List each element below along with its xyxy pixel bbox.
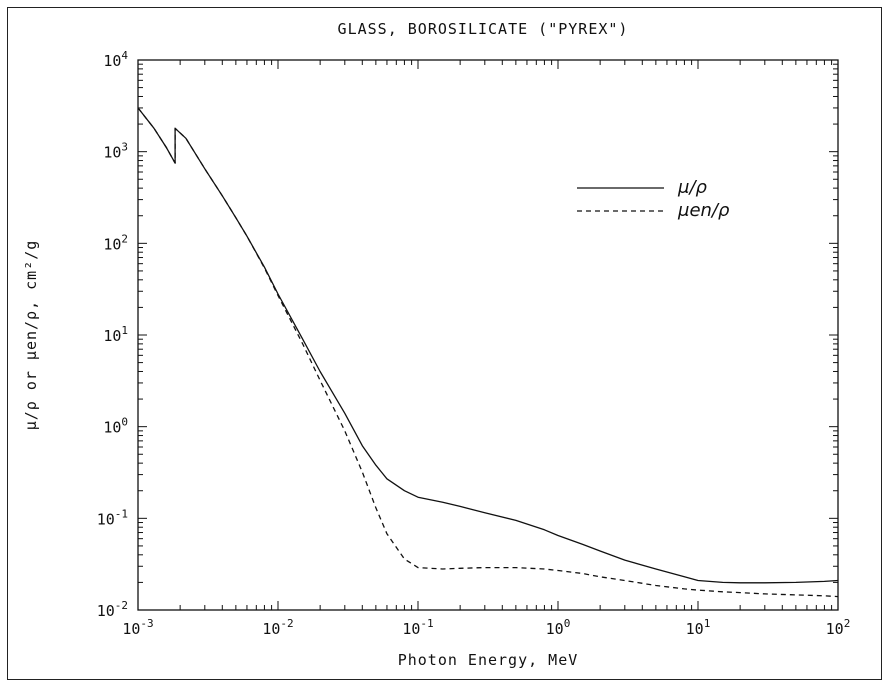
x-tick-label: 101	[686, 617, 711, 638]
legend-label-muen-rho: μen/ρ	[677, 200, 730, 221]
y-tick-label: 10-2	[97, 599, 128, 620]
x-tick-label: 10-1	[402, 617, 433, 638]
y-tick-label: 103	[103, 141, 128, 162]
x-tick-label: 102	[826, 617, 851, 638]
legend-label-mu-rho: μ/ρ	[677, 177, 708, 198]
y-tick-label: 101	[103, 324, 128, 345]
x-tick-label: 10-2	[262, 617, 293, 638]
y-axis-tick-labels: 10-2 10-1 100 101 102 103 104	[97, 49, 129, 620]
series-lines	[137, 107, 839, 598]
y-tick-label: 10-1	[97, 507, 128, 528]
x-tick-label: 100	[546, 617, 571, 638]
chart-frame	[7, 7, 882, 680]
axis-ticks	[137, 59, 839, 611]
x-axis-tick-labels: 10-3 10-2 10-1 100 101 102	[122, 617, 850, 638]
x-axis-label: Photon Energy, MeV	[398, 651, 579, 669]
y-tick-label: 104	[103, 49, 128, 70]
chart-title: GLASS, BOROSILICATE ("PYREX")	[338, 20, 629, 38]
x-tick-label: 10-3	[122, 617, 153, 638]
series-line-muen-rho	[137, 107, 839, 598]
y-tick-label: 102	[103, 232, 128, 253]
series-line-mu-rho	[137, 107, 839, 584]
plot-area-border	[137, 59, 839, 611]
y-axis-label: μ/ρ or μen/ρ, cm²/g	[22, 240, 40, 431]
y-tick-label: 100	[103, 416, 128, 437]
